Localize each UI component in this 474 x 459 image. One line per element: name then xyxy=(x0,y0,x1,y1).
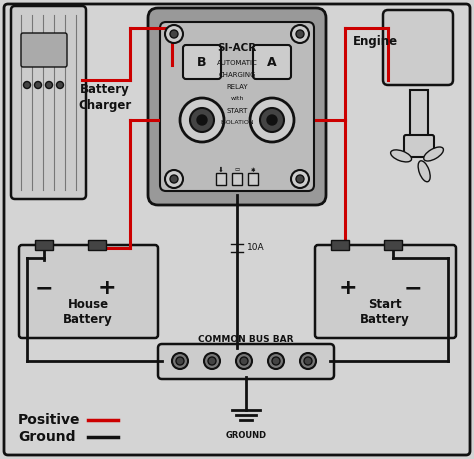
Bar xyxy=(232,173,242,185)
Circle shape xyxy=(267,115,277,125)
Text: A: A xyxy=(267,56,277,68)
Bar xyxy=(248,173,258,185)
Ellipse shape xyxy=(424,147,444,161)
Circle shape xyxy=(172,353,188,369)
Circle shape xyxy=(170,175,178,183)
Bar xyxy=(216,173,226,185)
Text: ⬇: ⬇ xyxy=(218,167,224,173)
Circle shape xyxy=(176,357,184,365)
Text: Charger: Charger xyxy=(78,99,132,112)
Text: ISOLATION: ISOLATION xyxy=(220,121,254,125)
Text: Battery: Battery xyxy=(63,313,113,325)
FancyBboxPatch shape xyxy=(4,4,470,455)
Text: ✱: ✱ xyxy=(251,168,255,173)
Circle shape xyxy=(291,170,309,188)
Text: Battery: Battery xyxy=(360,313,410,325)
Circle shape xyxy=(300,353,316,369)
Circle shape xyxy=(204,353,220,369)
FancyBboxPatch shape xyxy=(404,135,434,157)
Bar xyxy=(384,240,402,250)
FancyBboxPatch shape xyxy=(315,245,456,338)
Ellipse shape xyxy=(391,150,411,162)
FancyBboxPatch shape xyxy=(383,10,453,85)
Circle shape xyxy=(240,357,248,365)
Text: Ground: Ground xyxy=(18,430,75,444)
Text: Positive: Positive xyxy=(18,413,81,427)
FancyBboxPatch shape xyxy=(158,344,334,379)
Text: COMMON BUS BAR: COMMON BUS BAR xyxy=(198,336,294,345)
FancyBboxPatch shape xyxy=(19,245,158,338)
Circle shape xyxy=(296,175,304,183)
FancyBboxPatch shape xyxy=(11,6,86,199)
Text: Start: Start xyxy=(368,298,402,312)
Text: Engine: Engine xyxy=(353,35,398,49)
FancyBboxPatch shape xyxy=(253,45,291,79)
Text: +: + xyxy=(339,278,357,298)
Bar xyxy=(331,240,349,250)
Bar xyxy=(88,240,106,250)
Circle shape xyxy=(190,108,214,132)
Text: CHARGING: CHARGING xyxy=(218,72,256,78)
Circle shape xyxy=(268,353,284,369)
Text: 10A: 10A xyxy=(247,244,264,252)
Text: AUTOMATIC: AUTOMATIC xyxy=(217,60,257,66)
FancyBboxPatch shape xyxy=(148,8,326,205)
Text: +: + xyxy=(98,278,116,298)
Text: House: House xyxy=(67,298,109,312)
FancyBboxPatch shape xyxy=(183,45,221,79)
FancyBboxPatch shape xyxy=(160,22,314,191)
Circle shape xyxy=(296,30,304,38)
Ellipse shape xyxy=(418,161,430,182)
Circle shape xyxy=(165,25,183,43)
Circle shape xyxy=(250,98,294,142)
Text: −: − xyxy=(35,278,53,298)
Circle shape xyxy=(208,357,216,365)
Circle shape xyxy=(304,357,312,365)
Circle shape xyxy=(291,25,309,43)
Text: ▭: ▭ xyxy=(234,168,240,173)
Text: Battery: Battery xyxy=(80,84,130,96)
Circle shape xyxy=(165,170,183,188)
Bar xyxy=(410,90,428,150)
Circle shape xyxy=(272,357,280,365)
Circle shape xyxy=(56,82,64,89)
Circle shape xyxy=(260,108,284,132)
Circle shape xyxy=(197,115,207,125)
Text: RELAY: RELAY xyxy=(226,84,248,90)
Bar xyxy=(35,240,53,250)
FancyBboxPatch shape xyxy=(21,33,67,67)
Text: SI-ACR: SI-ACR xyxy=(218,43,256,53)
Text: B: B xyxy=(197,56,207,68)
Circle shape xyxy=(46,82,53,89)
Text: −: − xyxy=(404,278,422,298)
Circle shape xyxy=(180,98,224,142)
Text: START: START xyxy=(226,108,248,114)
Text: with: with xyxy=(230,96,244,101)
Text: GROUND: GROUND xyxy=(226,431,266,440)
Circle shape xyxy=(24,82,30,89)
Circle shape xyxy=(170,30,178,38)
Circle shape xyxy=(236,353,252,369)
Circle shape xyxy=(35,82,42,89)
